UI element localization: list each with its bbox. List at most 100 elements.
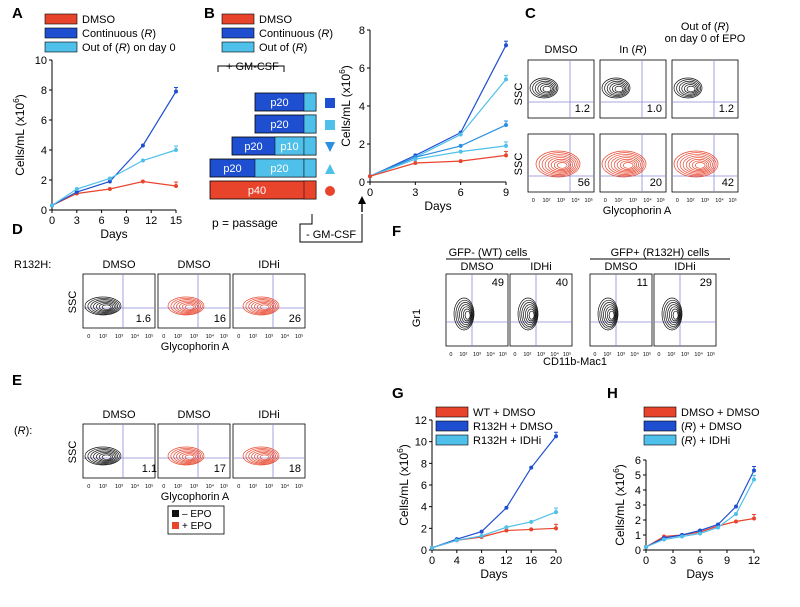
x-tick-label: 0: [367, 187, 373, 199]
contour: [457, 302, 474, 327]
contour: [245, 447, 278, 465]
contour: [248, 449, 277, 464]
flow-title: IDHi: [674, 261, 695, 273]
flow-frame: [157, 423, 231, 479]
gate-percent: 16: [214, 313, 226, 325]
glycophorin-label: Glycophorin A: [161, 341, 230, 353]
contour: [242, 446, 280, 466]
flow-tick: 10²: [543, 198, 551, 204]
contour: [537, 82, 555, 95]
flow-title: In (R): [619, 44, 647, 56]
contour: [90, 299, 119, 314]
flow-tick: 10³: [537, 352, 545, 358]
flow-tick: 10³: [473, 352, 481, 358]
gate-percent: 42: [722, 177, 734, 189]
bar-label: p20: [244, 141, 262, 153]
gate-percent: 1.0: [647, 103, 662, 115]
flow-tick: 10⁵: [499, 351, 507, 358]
legend-g-2-swatch: [435, 434, 469, 446]
flow-tick: 10²: [174, 484, 182, 490]
gate-percent: 1.6: [136, 313, 151, 325]
contour: [84, 296, 122, 316]
flow-tick: 10³: [115, 334, 123, 340]
series-marker: [325, 142, 335, 152]
contour: [612, 84, 625, 94]
contour: [679, 153, 715, 175]
legend-h-0-swatch: [643, 406, 677, 418]
contour: [678, 80, 700, 96]
flow-tick: 10⁵: [563, 351, 571, 358]
contour: [173, 449, 202, 464]
data-point: [734, 512, 738, 516]
flow-tick: 0: [162, 484, 165, 490]
data-point: [680, 534, 684, 539]
contour: [181, 453, 197, 461]
y-tick-label: 10: [35, 55, 47, 67]
data-point: [698, 531, 702, 536]
bar-label: p20: [223, 163, 241, 175]
data-point: [107, 179, 112, 184]
flow-plot: 56 0 10² 10³ 10⁴ 10⁵: [527, 133, 595, 204]
flow-title: DMSO: [103, 409, 136, 421]
contour: [517, 297, 539, 331]
contour: [90, 449, 119, 464]
contour: [599, 299, 618, 329]
y-axis-title: Cells/mL (x106): [611, 464, 627, 546]
flow-tick: 10⁴: [281, 483, 290, 490]
flow-title: IDHi: [530, 261, 551, 273]
flow-tick: 0: [657, 352, 660, 358]
data-point: [413, 157, 418, 162]
contour: [601, 150, 647, 178]
legend-b-0-swatch: [221, 13, 255, 25]
contour: [691, 160, 708, 170]
panel-letter-B: B: [204, 5, 215, 22]
legend-b-2-swatch: [221, 41, 255, 53]
flow-tick: 10²: [459, 352, 467, 358]
gate-percent: 17: [214, 463, 226, 475]
series-line-2: [431, 511, 557, 549]
contour: [676, 152, 717, 177]
y-tick-label: 4: [635, 485, 641, 497]
contour: [167, 296, 205, 316]
y-axis-title: Cells/mL (x106): [395, 444, 411, 526]
contour: [251, 450, 275, 463]
gmcsf-minus-label: - GM-CSF: [306, 229, 356, 241]
gmcsf-box: [299, 214, 363, 243]
flow-tick: 10⁵: [707, 351, 715, 358]
flow-tick: 0: [593, 352, 596, 358]
legend-h-2-label: (R) + IDHi: [681, 435, 730, 447]
flow-frame: [232, 273, 306, 329]
contour: [179, 301, 198, 312]
series-line-4: [369, 154, 507, 177]
gate-percent: 26: [289, 313, 301, 325]
gate-percent: 1.1: [142, 463, 157, 475]
contour: [256, 453, 272, 461]
flow-tick: 10²: [174, 334, 182, 340]
y-tick-label: 6: [359, 63, 365, 75]
row-label: R132H:: [14, 259, 51, 271]
contour: [176, 300, 200, 313]
flow-plot: 1.2: [527, 59, 595, 119]
legend-g-0-swatch: [435, 406, 469, 418]
flow-title: DMSO: [605, 261, 638, 273]
contour: [526, 308, 536, 322]
panel-letter-C: C: [525, 5, 536, 22]
data-point: [529, 527, 534, 532]
data-point: [644, 545, 648, 549]
contour: [96, 451, 115, 462]
contour: [606, 308, 616, 322]
contour: [538, 152, 579, 177]
legend-h-1-swatch: [643, 420, 677, 432]
epo-swatch: [172, 522, 179, 529]
contour: [669, 306, 680, 324]
flow-title: IDHi: [258, 409, 279, 421]
panel-letter-G: G: [392, 385, 404, 402]
x-tick-label: 0: [643, 555, 649, 567]
flow-plot: 18 0 10² 10³ 10⁴ 10⁵: [232, 423, 306, 490]
x-tick-label: 9: [503, 187, 509, 199]
panel-letter-D: D: [12, 221, 23, 238]
flow-tick: 10⁵: [729, 197, 737, 204]
legend-a-2-label: Out of (R) on day 0: [82, 42, 176, 54]
contour: [184, 454, 195, 460]
y-tick-label: 0: [635, 545, 641, 557]
